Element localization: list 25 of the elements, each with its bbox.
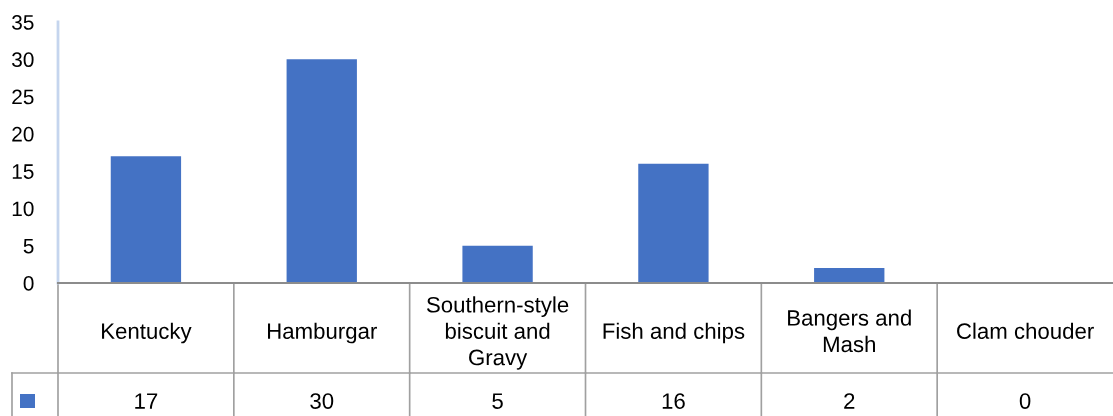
x-tick-label: Bangers and Mash	[788, 309, 911, 353]
data-label: 17	[135, 393, 158, 409]
x-tick-label: Fish and chips	[603, 322, 745, 344]
y-tick-label: 25	[12, 89, 34, 105]
y-tick-label: 15	[12, 164, 34, 179]
data-label: 5	[492, 393, 503, 409]
data-label: 2	[844, 393, 855, 409]
data-label: 30	[310, 393, 334, 409]
y-tick-label: 30	[12, 52, 34, 68]
y-tick-label: 35	[12, 15, 34, 30]
x-tick-label: Southern-style biscuit and Gravy	[426, 296, 569, 370]
bar	[814, 268, 885, 283]
bar	[462, 245, 533, 283]
y-tick-label: 5	[23, 238, 34, 254]
data-label: 0	[1019, 393, 1031, 409]
x-tick-label: Kentucky	[102, 322, 192, 344]
x-tick-label: Hamburgar	[268, 322, 377, 344]
y-tick-label: 10	[12, 201, 34, 217]
data-label: 16	[662, 393, 685, 409]
x-tick-label: Clam chouder	[957, 322, 1094, 339]
y-tick-label: 20	[12, 126, 34, 142]
bar	[286, 59, 357, 283]
y-tick-label: 0	[23, 276, 34, 291]
bar	[110, 156, 182, 283]
bar	[638, 163, 709, 283]
